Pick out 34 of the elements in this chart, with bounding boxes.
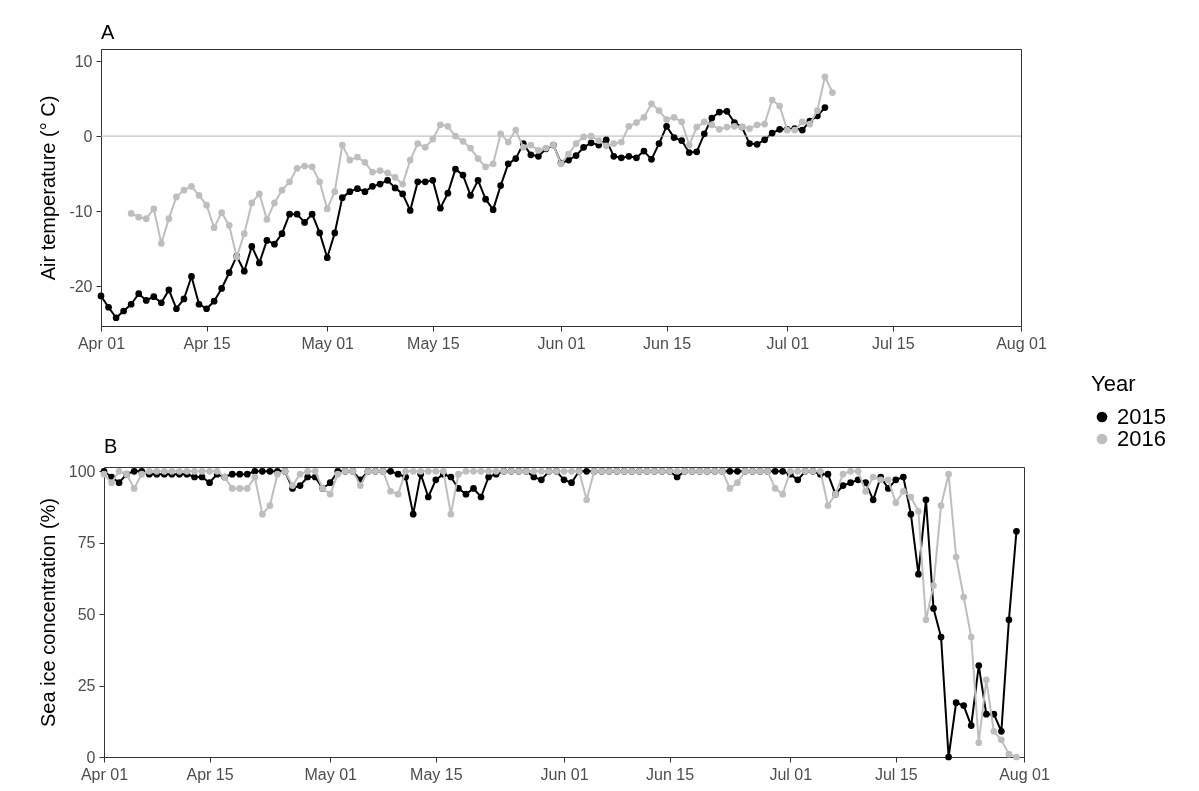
legend-label: 2015	[1117, 404, 1166, 429]
y-tick-label: 0	[86, 748, 96, 766]
y-tick-label: -10	[69, 202, 93, 220]
y-tick-label: -20	[69, 277, 93, 295]
x-tick-label: Jul 01	[766, 334, 810, 352]
y-axis-title: Sea ice concentration (%)	[36, 497, 59, 728]
x-tick-label: Apr 01	[80, 765, 129, 783]
x-tick-label: May 15	[410, 765, 463, 783]
x-tick-label: Jul 15	[871, 334, 915, 352]
x-tick-label: Apr 01	[77, 334, 126, 352]
x-tick-label: May 01	[304, 765, 358, 783]
x-tick-label: Jul 01	[769, 765, 813, 783]
y-tick-label: 100	[68, 462, 96, 480]
x-tick-label: Aug 01	[999, 765, 1050, 783]
x-tick-label: Jun 01	[537, 334, 586, 352]
x-tick-label: Apr 15	[183, 334, 231, 352]
x-tick-label: Jun 01	[540, 765, 589, 783]
x-tick-label: Aug 01	[996, 334, 1047, 352]
legend-label: 2016	[1117, 426, 1166, 451]
x-tick-label: Jun 15	[646, 765, 695, 783]
x-tick-label: Jun 15	[643, 334, 692, 352]
legend-title: Year	[1091, 371, 1136, 396]
y-tick-label: 25	[77, 677, 96, 695]
y-axis-title: Air temperature (° C)	[37, 95, 60, 281]
chart-title: B	[104, 435, 118, 458]
x-tick-label: May 01	[301, 334, 355, 352]
y-tick-label: 0	[83, 127, 93, 145]
y-tick-label: 10	[74, 52, 93, 70]
chart-title: A	[101, 21, 115, 43]
x-tick-label: Jul 15	[874, 765, 918, 783]
y-tick-label: 75	[77, 534, 96, 552]
y-tick-label: 50	[77, 605, 96, 623]
x-tick-label: May 15	[407, 334, 460, 352]
x-tick-label: Apr 15	[186, 765, 234, 783]
